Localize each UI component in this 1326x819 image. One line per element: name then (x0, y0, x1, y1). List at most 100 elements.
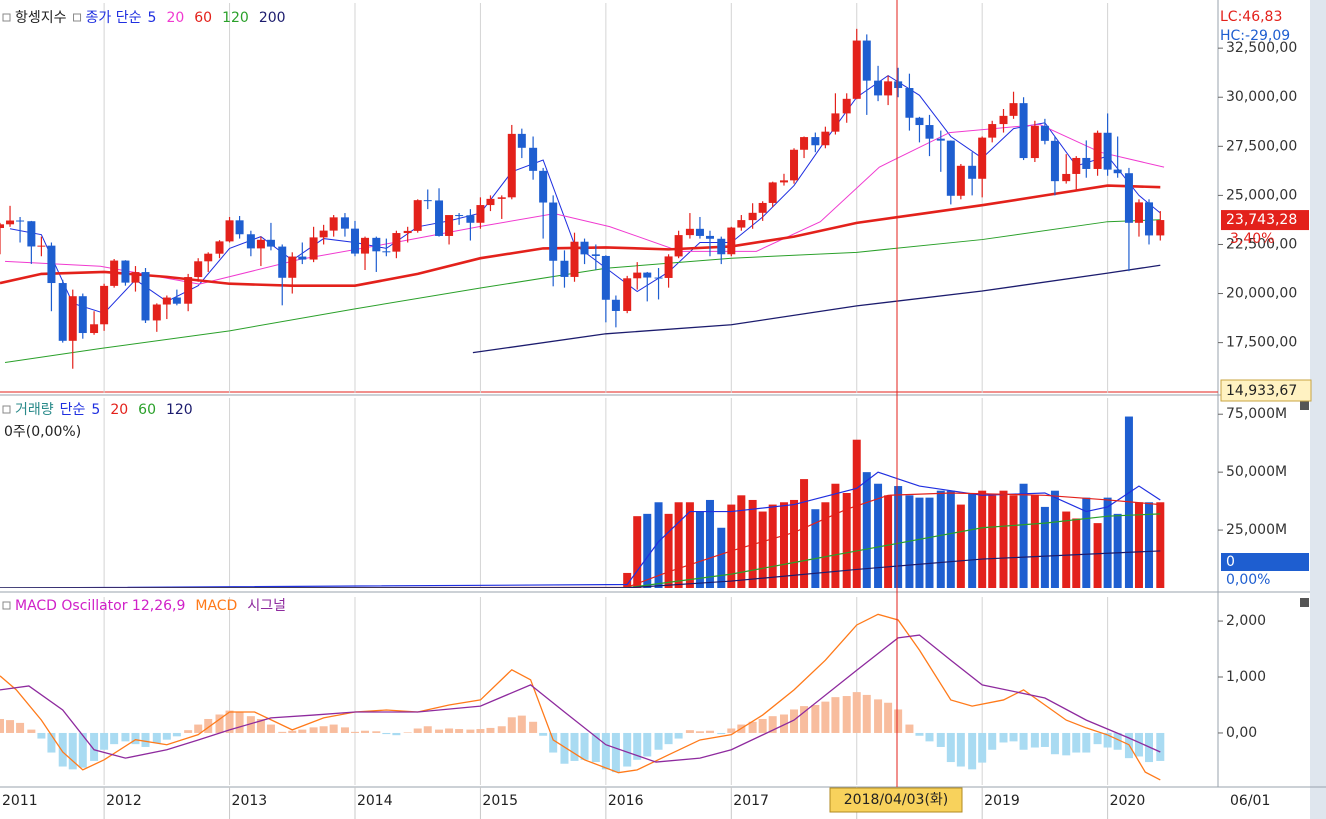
oscillator-bar (121, 732, 130, 742)
oscillator-bar (946, 732, 955, 763)
oscillator-bar (925, 732, 934, 742)
hc-label: HC:-29,09 (1220, 28, 1290, 44)
oscillator-bar (392, 732, 401, 736)
candle-body (466, 215, 475, 223)
volume-bar (842, 493, 851, 588)
candle-body (925, 125, 934, 139)
candle-body (37, 245, 46, 247)
y-tick-label: 22,500,00 (1226, 236, 1297, 252)
close-button[interactable] (1300, 401, 1309, 410)
candle-body (413, 200, 422, 231)
oscillator-bar (643, 732, 652, 757)
oscillator-bar (1030, 732, 1039, 748)
volume-bar (1019, 483, 1028, 588)
candle-body (894, 81, 903, 89)
candle-body (1030, 125, 1039, 159)
volume-bar (862, 472, 871, 588)
volume-bar (695, 511, 704, 588)
candle-body (674, 235, 683, 257)
candle-body (956, 165, 965, 196)
oscillator-bar (611, 732, 620, 773)
candle-body (633, 272, 642, 279)
volume-bar (748, 499, 757, 588)
line-series (9, 75, 1161, 314)
oscillator-bar (1040, 732, 1049, 747)
volume-bar (821, 502, 830, 588)
legend-label: 5 (91, 402, 100, 418)
line-series (472, 264, 1161, 354)
volume-bar (758, 511, 767, 588)
oscillator-bar (842, 696, 851, 733)
volume-bar (915, 497, 924, 588)
oscillator-bar (800, 706, 809, 733)
volume-bar (884, 495, 893, 588)
candle-body (0, 224, 4, 229)
x-tick-label: 2012 (106, 793, 142, 809)
candle-body (717, 238, 726, 255)
overlay: 17,500,00 20,000,00 22,500,00 25,000,00 27,5… (2, 9, 1312, 819)
candle-body (278, 246, 287, 278)
oscillator-bar (601, 732, 610, 770)
oscillator-bar (549, 732, 558, 753)
volume-bar (1145, 502, 1154, 588)
oscillator-bar (256, 718, 265, 733)
candle-body (361, 237, 370, 254)
candle-body (643, 272, 652, 278)
candle-body (790, 149, 799, 181)
y-tick-label: 25,000,00 (1226, 187, 1297, 203)
oscillator-bar (278, 731, 287, 733)
oscillator-bar (811, 704, 820, 733)
oscillator-bar (874, 699, 883, 733)
oscillator-bar (423, 726, 432, 733)
oscillator-bar (894, 709, 903, 733)
oscillator-bar (68, 732, 77, 770)
candle-body (852, 40, 861, 99)
oscillator-bar (225, 710, 234, 733)
oscillator-bar (445, 728, 454, 733)
oscillator-bar (517, 715, 526, 733)
volume-bar (737, 495, 746, 588)
legend-label: MACD (195, 598, 237, 614)
legend-label: MACD Oscillator 12,26,9 (15, 598, 185, 614)
volume-bar (1050, 490, 1059, 588)
legend-label: 60 (138, 402, 156, 418)
candle-body (821, 131, 830, 146)
oscillator-bar (172, 732, 181, 737)
end-label: 06/01 (1230, 793, 1270, 809)
candle-body (999, 115, 1008, 125)
candle-body (570, 241, 579, 277)
x-tick-label: 2016 (608, 793, 644, 809)
oscillator-bar (831, 697, 840, 733)
candle-body (246, 234, 255, 249)
volume-bar (654, 502, 663, 588)
oscillator-bar (529, 721, 538, 733)
candle-body (654, 277, 663, 279)
oscillator-bar (298, 729, 307, 733)
candle-body (256, 239, 265, 249)
candle-body (748, 212, 757, 221)
oscillator-bar (486, 727, 495, 733)
candle-body (225, 220, 234, 242)
change-label: 3,40% (1230, 231, 1274, 247)
last-price-box (1221, 210, 1309, 231)
candle-body (779, 180, 788, 183)
oscillator-bar (623, 732, 632, 767)
oscillator-bar (16, 722, 25, 733)
oscillator-bar (27, 729, 36, 733)
price-plot (0, 3, 1165, 393)
y-tick-label: 2,000 (1226, 613, 1266, 629)
candle-body (874, 80, 883, 96)
close-button[interactable] (1300, 598, 1309, 607)
oscillator-bar (194, 724, 203, 733)
x-tick-label: 2011 (2, 793, 38, 809)
oscillator-bar (999, 732, 1008, 743)
candle-body (382, 251, 391, 253)
oscillator-bar (685, 730, 694, 733)
candle-body (623, 278, 632, 311)
candle-body (968, 165, 977, 179)
candle-body (507, 133, 516, 198)
volume-bar (956, 504, 965, 588)
oscillator-bar (266, 724, 275, 733)
lc-label: LC:46,83 (1220, 9, 1282, 25)
oscillator-bar (340, 727, 349, 733)
